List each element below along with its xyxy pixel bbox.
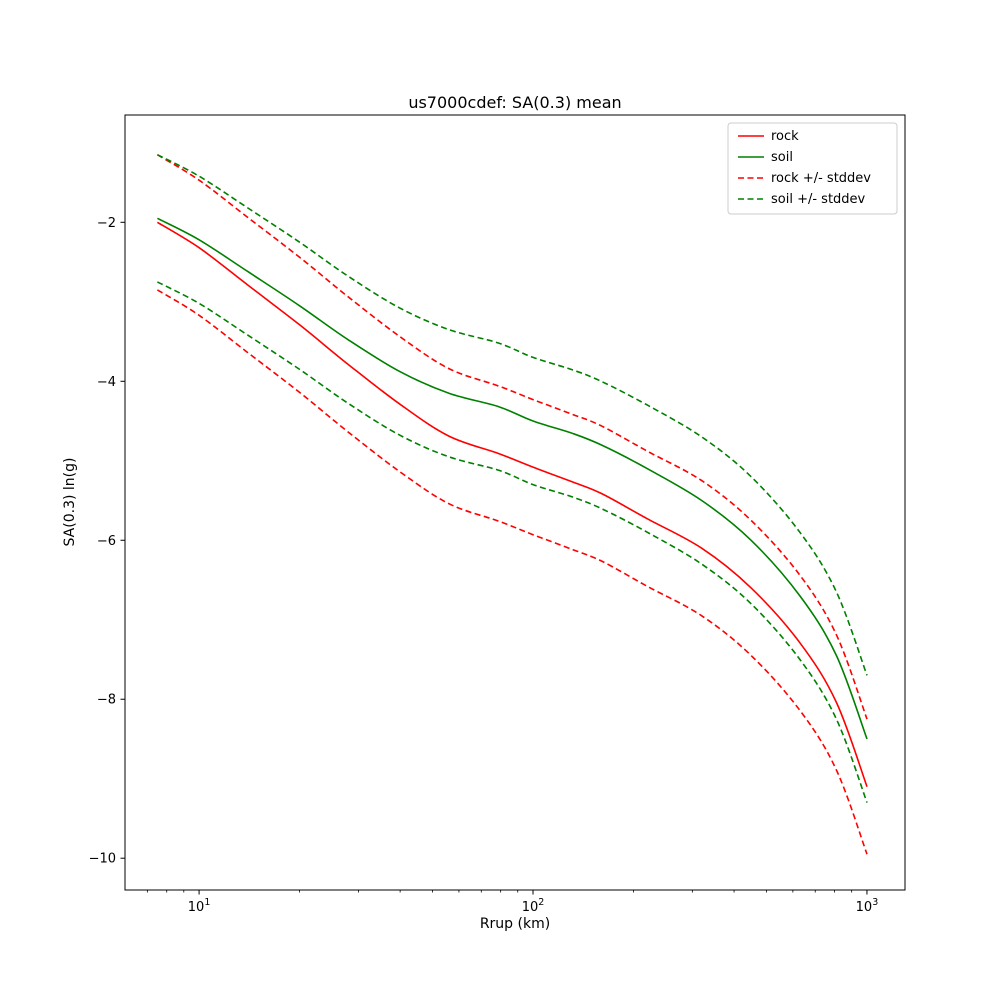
legend-item: rock +/- stddev (738, 171, 871, 186)
y-tick-label: −2 (97, 216, 116, 231)
y-axis-label: SA(0.3) ln(g) (62, 457, 78, 547)
series-rock-stddev-line (156, 154, 868, 720)
series-soil-line (157, 217, 868, 740)
legend-label: soil (771, 150, 793, 165)
legend-label: soil +/- stddev (771, 192, 866, 207)
legend-label: rock (771, 129, 799, 144)
y-tick-label: −6 (97, 534, 116, 549)
x-axis-label: Rrup (km) (479, 916, 551, 932)
y-tick-label: −8 (97, 693, 116, 708)
series-soil-stddev-line (157, 281, 868, 803)
y-tick-label: −10 (89, 852, 116, 867)
legend: rock soil rock +/- stddev soil +/- stddev (727, 122, 898, 215)
legend-box (727, 122, 898, 215)
legend-item: soil (738, 150, 793, 165)
x-tick-label: 101 (188, 897, 211, 915)
chart-title: us7000cdef: SA(0.3) mean (408, 93, 622, 112)
legend-label: rock +/- stddev (771, 171, 871, 186)
axes-frame (124, 114, 906, 891)
series-soil-stddev-line (157, 153, 868, 676)
series-rock-stddev-line (156, 289, 868, 855)
x-tick-label: 103 (856, 897, 879, 915)
legend-item: soil +/- stddev (738, 192, 866, 207)
x-tick-label: 102 (522, 897, 545, 915)
legend-item: rock (738, 129, 799, 144)
y-tick-label: −4 (97, 375, 116, 390)
series-rock-line (156, 221, 868, 787)
